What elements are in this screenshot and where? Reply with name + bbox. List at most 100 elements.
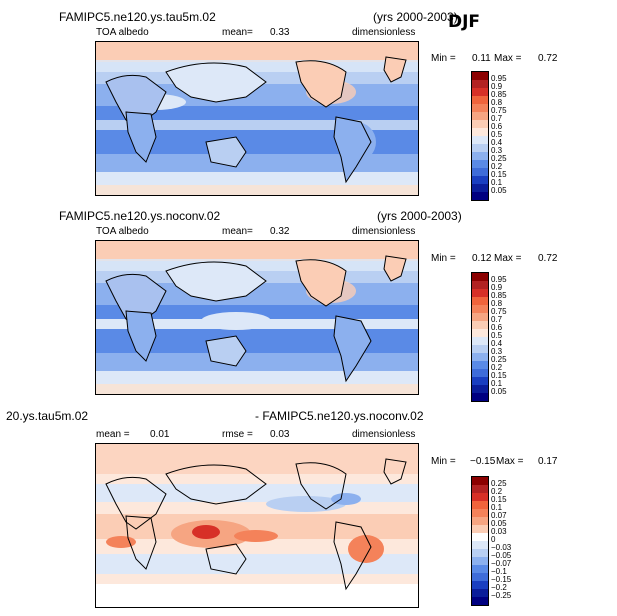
colorbar-swatch: [472, 289, 488, 297]
colorbar-label: 0: [491, 535, 496, 544]
colorbar-label: 0.85: [491, 291, 507, 300]
colorbar-label: 0.25: [491, 154, 507, 163]
colorbar-label: 0.1: [491, 503, 503, 512]
panel1-years: (yrs 2000-2003): [373, 10, 458, 24]
panel3-mean-label: mean =: [96, 429, 130, 440]
colorbar-label: 0.05: [491, 387, 507, 396]
colorbar-swatch: [472, 377, 488, 385]
colorbar-swatch: [472, 493, 488, 501]
panel2-units: dimensionless: [352, 226, 416, 237]
colorbar-label: 0.2: [491, 363, 503, 372]
colorbar-swatch: [472, 192, 488, 200]
panel3-colorbar: 0.25 0.2 0.15 0.1 0.07 0.05 0.03 0 −0.03 −0.05 −0.…: [471, 476, 511, 606]
panel2-variable: TOA albedo: [96, 226, 149, 237]
colorbar-label: 0.85: [491, 90, 507, 99]
colorbar-swatch: [472, 152, 488, 160]
panel1-min-value: 0.11: [472, 53, 491, 64]
colorbar-label: 0.75: [491, 106, 507, 115]
colorbar-label: 0.9: [491, 82, 503, 91]
panel1-mean-label: mean=: [222, 27, 253, 38]
colorbar-label: 0.07: [491, 511, 507, 520]
colorbar-label: −0.05: [491, 551, 512, 560]
colorbar-swatch: [472, 361, 488, 369]
colorbar-swatch: [472, 329, 488, 337]
panel2-max-label: Max =: [494, 253, 522, 264]
colorbar-swatch: [472, 597, 488, 605]
colorbar-swatch: [472, 337, 488, 345]
colorbar-label: 0.4: [491, 138, 503, 147]
colorbar-swatch: [472, 72, 488, 80]
season-title: DJF: [448, 12, 481, 32]
colorbar-swatch: [472, 136, 488, 144]
colorbar-label: 0.5: [491, 130, 503, 139]
panel3-min-label: Min =: [431, 456, 456, 467]
colorbar-label: 0.15: [491, 495, 507, 504]
panel1-albedo-map: [95, 41, 419, 196]
panel3-rmse-label: rmse =: [222, 429, 253, 440]
colorbar-label: 0.2: [491, 162, 503, 171]
colorbar-swatch: [472, 369, 488, 377]
colorbar-label: 0.05: [491, 519, 507, 528]
panel3-units: dimensionless: [352, 429, 416, 440]
colorbar-swatch: [472, 353, 488, 361]
panel2-min-label: Min =: [431, 253, 456, 264]
colorbar-swatch: [472, 549, 488, 557]
colorbar-swatch: [472, 533, 488, 541]
colorbar-label: −0.25: [491, 591, 512, 600]
panel1-colorbar: 0.95 0.9 0.85 0.8 0.75 0.7 0.6 0.5 0.4 0.3 0.25 0.2…: [471, 71, 507, 201]
colorbar-label: 0.3: [491, 146, 503, 155]
colorbar-label: 0.5: [491, 331, 503, 340]
colorbar-swatch: [472, 541, 488, 549]
colorbar-label: 0.1: [491, 178, 503, 187]
panel2-albedo-map: [95, 240, 419, 395]
colorbar-label: 0.75: [491, 307, 507, 316]
colorbar-label: −0.07: [491, 559, 512, 568]
panel3-case-right: - FAMIPC5.ne120.ys.noconv.02: [255, 409, 424, 423]
panel1-case-title: FAMIPC5.ne120.ys.tau5m.02: [59, 10, 216, 24]
colorbar-swatch: [472, 120, 488, 128]
colorbar-label: −0.2: [491, 583, 507, 592]
colorbar-swatches: [471, 272, 489, 402]
colorbar-label: 0.15: [491, 170, 507, 179]
panel3-difference-map: [95, 443, 419, 608]
colorbar-swatch: [472, 393, 488, 401]
colorbar-label: 0.9: [491, 283, 503, 292]
colorbar-swatch: [472, 168, 488, 176]
panel2-mean-value: 0.32: [270, 226, 290, 237]
colorbar-label: 0.4: [491, 339, 503, 348]
panel1-max-value: 0.72: [538, 53, 558, 64]
panel1-variable: TOA albedo: [96, 27, 149, 38]
panel1-units: dimensionless: [352, 27, 416, 38]
colorbar-label: 0.95: [491, 74, 507, 83]
colorbar-label: 0.95: [491, 275, 507, 284]
panel1-max-label: Max =: [494, 53, 522, 64]
colorbar-label: 0.03: [491, 527, 507, 536]
panel1-min-label: Min =: [431, 53, 456, 64]
colorbar-label: 0.25: [491, 355, 507, 364]
panel2-years: (yrs 2000-2003): [377, 209, 462, 223]
colorbar-swatch: [472, 321, 488, 329]
colorbar-swatch: [472, 281, 488, 289]
colorbar-label: 0.15: [491, 371, 507, 380]
colorbar-swatch: [472, 581, 488, 589]
colorbar-swatch: [472, 485, 488, 493]
colorbar-swatches: [471, 476, 489, 606]
panel1-mean-value: 0.33: [270, 27, 290, 38]
colorbar-label: −0.15: [491, 575, 512, 584]
colorbar-swatch: [472, 501, 488, 509]
panel3-mean-value: 0.01: [150, 429, 170, 440]
colorbar-swatch: [472, 477, 488, 485]
colorbar-swatch: [472, 589, 488, 597]
colorbar-swatch: [472, 557, 488, 565]
panel3-max-label: Max =: [496, 456, 524, 467]
colorbar-swatch: [472, 128, 488, 136]
colorbar-swatch: [472, 160, 488, 168]
colorbar-label: 0.25: [491, 479, 507, 488]
colorbar-swatch: [472, 573, 488, 581]
colorbar-label: 0.8: [491, 98, 503, 107]
panel3-min-value: −0.15: [470, 456, 496, 467]
colorbar-swatch: [472, 273, 488, 281]
colorbar-swatches: [471, 71, 489, 201]
colorbar-swatch: [472, 112, 488, 120]
colorbar-swatch: [472, 509, 488, 517]
